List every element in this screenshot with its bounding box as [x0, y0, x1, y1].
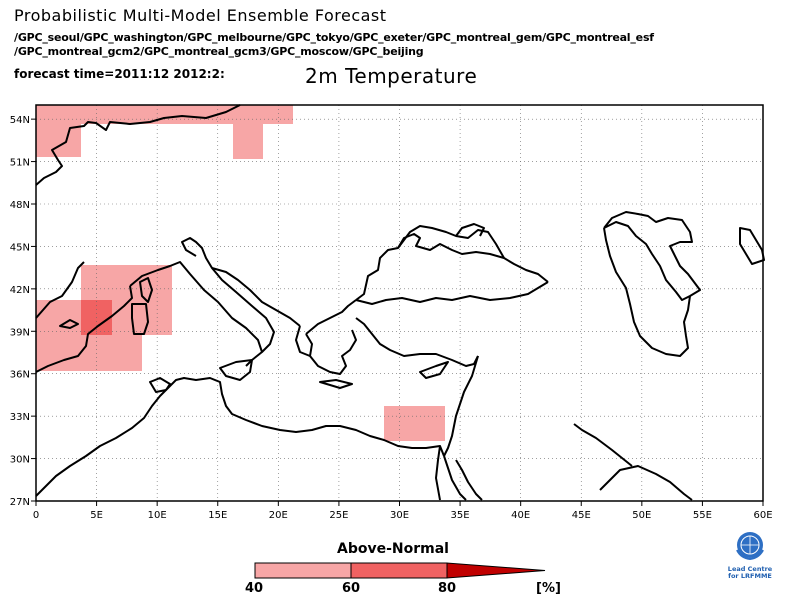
x-tick-label: 25E — [329, 510, 348, 521]
logo-text-line1: Lead Centre — [727, 565, 773, 573]
y-tick-label: 36N — [10, 370, 30, 381]
shade-cell — [36, 105, 293, 124]
x-tick-label: 20E — [269, 510, 288, 521]
y-tick-label: 51N — [10, 158, 30, 169]
y-tick-label: 33N — [10, 412, 30, 423]
coastlines — [35, 104, 765, 501]
x-tick-label: 60E — [753, 510, 772, 521]
y-axis-labels: 27N 30N 33N 36N 39N 42N 45N 48N 51N 54N — [10, 115, 30, 508]
y-tick-label: 42N — [10, 285, 30, 296]
models-list-line2: /GPC_montreal_gcm2/GPC_montreal_gcm3/GPC… — [14, 45, 424, 58]
chart-title: Probabilistic Multi-Model Ensemble Forec… — [14, 6, 387, 25]
x-tick-label: 15E — [208, 510, 227, 521]
x-tick-label: 35E — [451, 510, 470, 521]
y-tick-label: 30N — [10, 455, 30, 466]
color-bar-60-80 — [350, 562, 448, 579]
legend-title: Above-Normal — [337, 541, 449, 557]
y-tick-label: 27N — [10, 497, 30, 508]
shade-cell — [36, 335, 142, 371]
y-tick-label: 54N — [10, 115, 30, 126]
legend-label-80: 80 — [438, 581, 457, 596]
shade-cell — [36, 124, 81, 157]
logo-text-line2: for LRFMME — [728, 572, 772, 580]
color-bar — [254, 562, 546, 579]
legend-label-60: 60 — [342, 581, 361, 596]
wmo-emblem-icon — [736, 532, 764, 561]
shade-cell — [233, 124, 263, 159]
axis-ticks — [31, 118, 764, 506]
y-tick-label: 45N — [10, 242, 30, 253]
color-bar-40-60 — [254, 562, 352, 579]
x-tick-label: 30E — [390, 510, 409, 521]
x-tick-label: 40E — [511, 510, 530, 521]
x-axis-labels: 0 5E 10E 15E 20E 25E 30E 35E 40E 45E 50E 55E 60E — [33, 510, 773, 521]
x-tick-label: 50E — [632, 510, 651, 521]
x-tick-label: 0 — [33, 510, 39, 521]
y-tick-label: 48N — [10, 200, 30, 211]
probability-shading — [36, 105, 445, 441]
x-tick-label: 55E — [693, 510, 712, 521]
wmo-logo: Lead Centre for LRFMME — [722, 528, 778, 580]
forecast-time: forecast time=2011:12 2012:2: — [14, 67, 225, 81]
legend-label-40: 40 — [245, 581, 264, 596]
x-tick-label: 45E — [572, 510, 591, 521]
x-tick-label: 10E — [148, 510, 167, 521]
y-tick-label: 39N — [10, 327, 30, 338]
color-bar-80-plus — [446, 562, 546, 579]
x-tick-label: 5E — [90, 510, 103, 521]
variable-title: 2m Temperature — [305, 64, 478, 88]
legend-unit: [%] — [536, 581, 561, 596]
shade-cell — [384, 406, 445, 441]
models-list-line1: /GPC_seoul/GPC_washington/GPC_melbourne/… — [14, 31, 654, 44]
